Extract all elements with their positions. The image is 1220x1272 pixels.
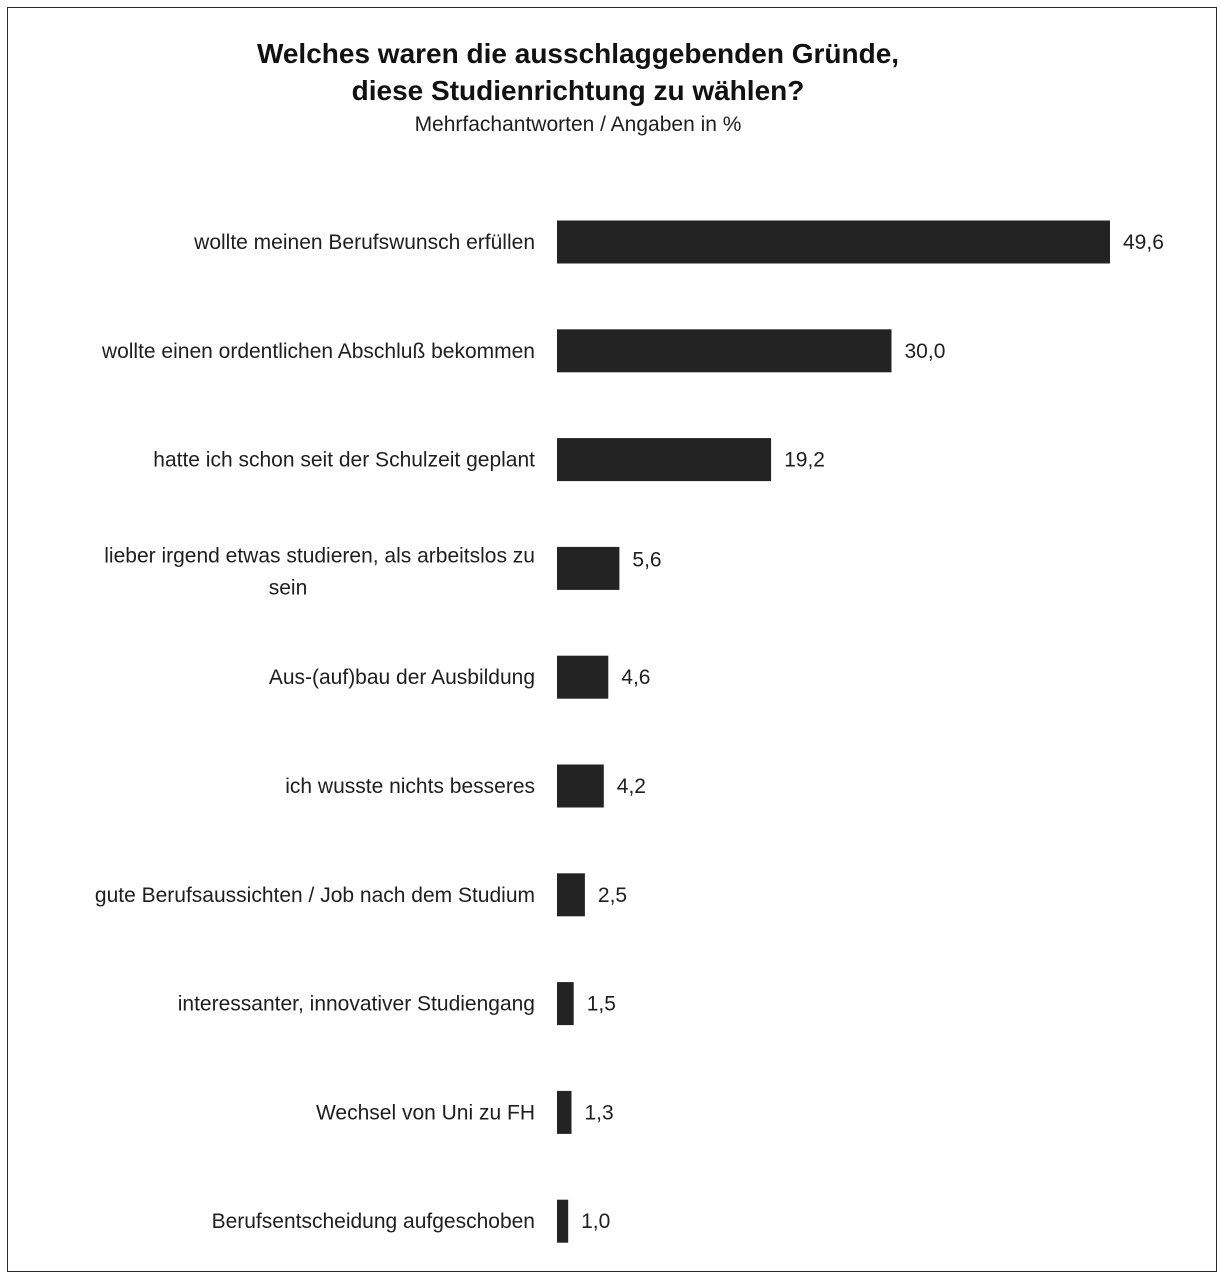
bar-7 [557, 873, 585, 917]
chart-subtitle: Mehrfachantworten / Angaben in % [414, 113, 742, 136]
category-label-10: Berufsentscheidung aufgeschoben [212, 1210, 535, 1233]
bar-1 [557, 220, 1110, 264]
data-label-8: 1,5 [587, 993, 616, 1016]
category-label-7: gute Berufsaussichten / Job nach dem Stu… [95, 884, 535, 907]
category-label-9: Wechsel von Uni zu FH [316, 1101, 535, 1124]
category-label-4: lieber irgend etwas studieren, als arbei… [104, 544, 535, 599]
bar-4 [557, 546, 620, 590]
bar-9 [557, 1090, 572, 1134]
data-label-4: 5,6 [632, 548, 661, 571]
category-label-5: Aus-(auf)bau der Ausbildung [269, 666, 535, 689]
bar-3 [557, 438, 772, 482]
category-label-6: ich wusste nichts besseres [285, 775, 535, 798]
bar-10 [557, 1199, 569, 1243]
category-label-8: interessanter, innovativer Studiengang [178, 993, 535, 1016]
data-label-1: 49,6 [1123, 231, 1164, 254]
category-label-1: wollte meinen Berufswunsch erfüllen [193, 231, 535, 254]
chart-title-line-2: diese Studienrichtung zu wählen? [351, 75, 805, 106]
data-label-7: 2,5 [598, 884, 627, 907]
data-label-6: 4,2 [617, 775, 646, 798]
data-label-3: 19,2 [784, 449, 825, 472]
chart-title-line-1: Welches waren die ausschlaggebenden Grün… [256, 38, 900, 69]
category-label-4-line-1: lieber irgend etwas studieren, als arbei… [104, 544, 535, 567]
data-label-10: 1,0 [581, 1210, 610, 1233]
data-label-2: 30,0 [905, 340, 946, 363]
category-label-3: hatte ich schon seit der Schulzeit gepla… [153, 449, 535, 472]
bar-8 [557, 982, 574, 1026]
category-label-2: wollte einen ordentlichen Abschluß bekom… [101, 340, 535, 363]
bar-2 [557, 329, 892, 373]
bar-6 [557, 764, 604, 808]
data-label-5: 4,6 [621, 666, 650, 689]
category-label-4-line-2: sein [269, 576, 308, 599]
data-label-9: 1,3 [585, 1101, 614, 1124]
bar-5 [557, 655, 609, 699]
